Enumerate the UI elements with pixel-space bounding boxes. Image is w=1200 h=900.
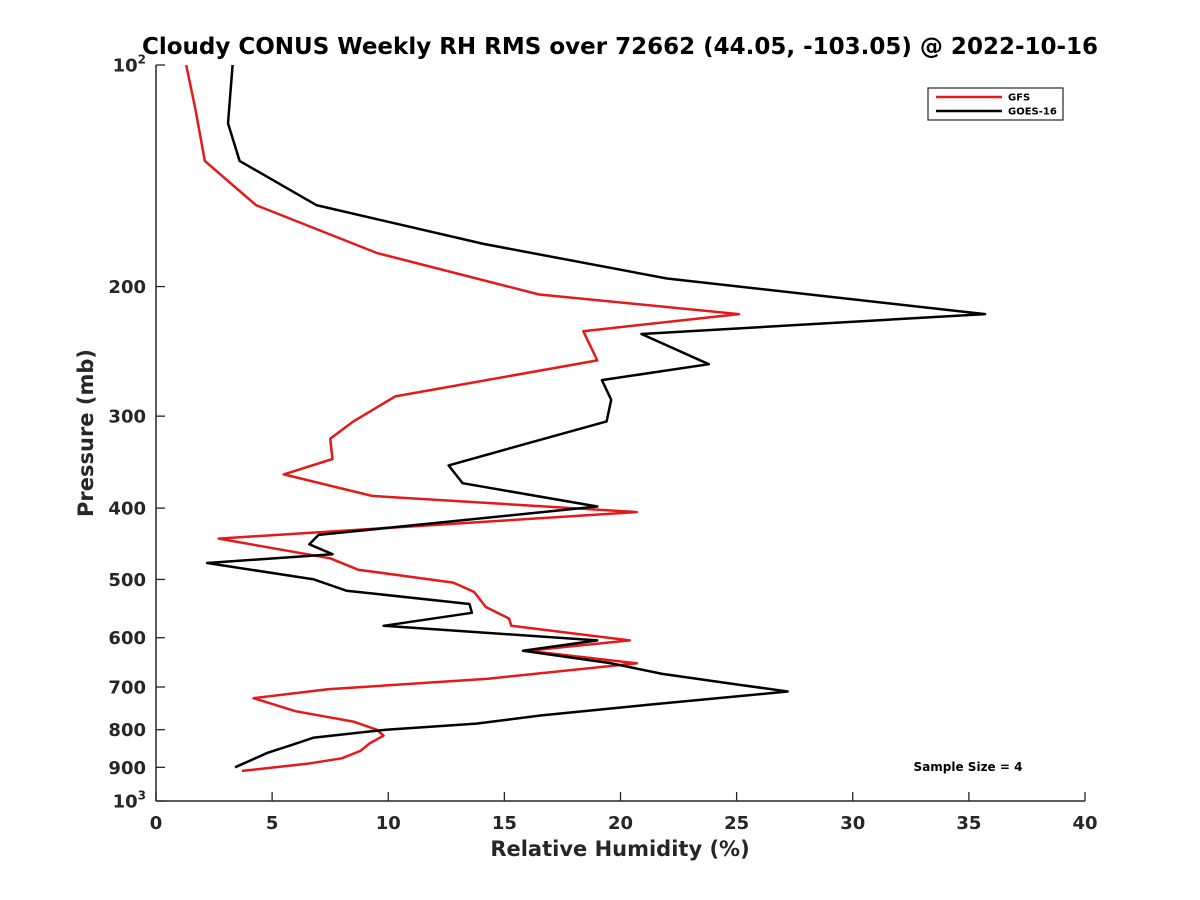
y-tick-label: 200: [108, 277, 146, 298]
legend: GFS GOES-16: [927, 87, 1064, 121]
x-tick-label: 10: [376, 813, 401, 834]
y-tick-label: 300: [108, 407, 146, 428]
y-tick-label: 600: [108, 628, 146, 649]
series-lines: [184, 64, 987, 773]
legend-label-goes-16: GOES-16: [1008, 107, 1057, 118]
legend-box: [927, 87, 1064, 121]
x-tick-label: 40: [1072, 813, 1097, 834]
y-tick-label: 800: [108, 720, 146, 741]
y-tick-label: 500: [108, 570, 146, 591]
x-tick-label: 20: [608, 813, 633, 834]
y-axis-ticks: 102 200 300 400 500 600 700 800 900 103: [108, 53, 165, 813]
x-axis-label: Relative Humidity (%): [490, 837, 749, 861]
y-tick-label: 102: [113, 53, 146, 77]
x-tick-label: 35: [956, 813, 981, 834]
x-tick-label: 5: [266, 813, 279, 834]
x-tick-label: 30: [840, 813, 865, 834]
x-tick-label: 15: [492, 813, 517, 834]
sample-size-annotation: Sample Size = 4: [914, 760, 1023, 774]
x-axis-ticks: 0 5 10 15 20 25 30 35 40: [150, 792, 1098, 834]
legend-label-gfs: GFS: [1008, 93, 1030, 104]
y-tick-label: 900: [108, 758, 146, 779]
series-line-goes-16: [205, 64, 987, 769]
chart-title: Cloudy CONUS Weekly RH RMS over 72662 (4…: [142, 34, 1098, 60]
y-tick-label: 700: [108, 677, 146, 698]
y-tick-label: 103: [113, 789, 146, 813]
series-line-gfs: [184, 64, 741, 773]
plot-area: [155, 65, 1085, 802]
y-axis-label: Pressure (mb): [74, 349, 98, 517]
x-tick-label: 0: [150, 813, 163, 834]
y-tick-label: 400: [108, 499, 146, 520]
x-tick-label: 25: [724, 813, 749, 834]
